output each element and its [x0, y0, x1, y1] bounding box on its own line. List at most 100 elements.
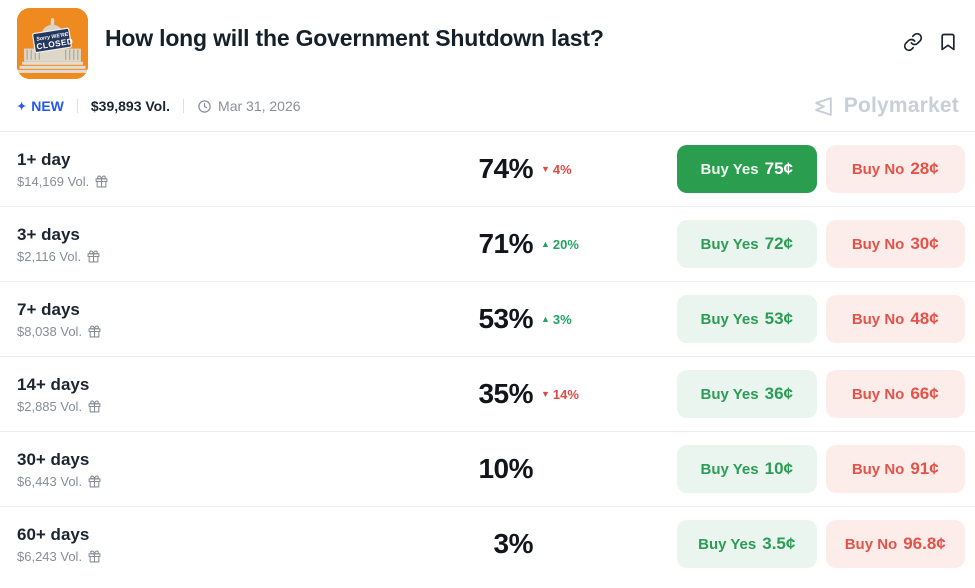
- buy-no-button[interactable]: Buy No 91¢: [825, 445, 965, 493]
- rewards-gift-icon[interactable]: [87, 250, 100, 263]
- change-arrow-icon: ▲: [541, 239, 550, 249]
- polymarket-logo-icon: [814, 96, 832, 116]
- outcome-volume: $2,885 Vol.: [17, 399, 375, 414]
- buy-no-label: Buy No: [851, 310, 905, 328]
- bookmark-icon[interactable]: [938, 32, 958, 52]
- no-price: 91¢: [910, 459, 939, 478]
- trade-buttons: Buy Yes 10¢ Buy No 91¢: [677, 445, 965, 493]
- trade-buttons: Buy Yes 75¢ Buy No 28¢: [677, 145, 965, 193]
- change-arrow-icon: ▼: [541, 164, 550, 174]
- outcome-volume-label: $14,169 Vol.: [17, 173, 90, 189]
- clock-icon: [198, 99, 211, 113]
- yes-price: 75¢: [764, 159, 793, 178]
- chance-percent: 71%: [478, 228, 533, 259]
- change-value: 20%: [552, 236, 579, 252]
- buy-no-label: Buy No: [851, 160, 905, 178]
- buy-no-button[interactable]: Buy No 48¢: [825, 295, 965, 343]
- chance-block: 35% ▼ 14%: [375, 378, 613, 410]
- chance-percent: 74%: [478, 153, 533, 184]
- outcome-info: 14+ days $2,885 Vol.: [17, 374, 375, 414]
- end-date-label: Mar 31, 2026: [218, 98, 301, 114]
- chance-percent: 10%: [478, 453, 533, 484]
- chance-block: 74% ▼ 4%: [375, 153, 613, 185]
- outcome-list: 1+ day $14,169 Vol. 74% ▼ 4% Buy Yes 75¢ B…: [0, 131, 975, 581]
- outcome-row[interactable]: 60+ days $6,243 Vol. 3% Buy Yes 3.5¢ Buy …: [0, 506, 975, 581]
- change-indicator: ▲ 20%: [533, 237, 613, 252]
- outcome-volume-label: $2,116 Vol.: [17, 248, 82, 264]
- buy-no-button[interactable]: Buy No 66¢: [825, 370, 965, 418]
- outcome-row[interactable]: 7+ days $8,038 Vol. 53% ▲ 3% Buy Yes 53¢ B…: [0, 281, 975, 356]
- outcome-row[interactable]: 30+ days $6,443 Vol. 10% Buy Yes 10¢ Buy …: [0, 431, 975, 506]
- divider: [76, 99, 78, 113]
- rewards-gift-icon[interactable]: [88, 475, 101, 488]
- yes-price: 72¢: [764, 234, 793, 253]
- chance-block: 3%: [375, 528, 613, 560]
- buy-yes-label: Buy Yes: [698, 535, 757, 553]
- buy-no-label: Buy No: [851, 235, 905, 253]
- change-value: 14%: [552, 386, 579, 402]
- no-price: 66¢: [910, 384, 939, 403]
- buy-yes-button[interactable]: Buy Yes 75¢: [677, 145, 817, 193]
- new-badge-label: NEW: [31, 98, 64, 114]
- no-price: 96.8¢: [903, 534, 946, 553]
- rewards-gift-icon[interactable]: [95, 175, 108, 188]
- buy-yes-button[interactable]: Buy Yes 53¢: [677, 295, 817, 343]
- outcome-row[interactable]: 1+ day $14,169 Vol. 74% ▼ 4% Buy Yes 75¢ B…: [0, 131, 975, 206]
- buy-yes-button[interactable]: Buy Yes 3.5¢: [677, 520, 817, 568]
- trade-buttons: Buy Yes 72¢ Buy No 30¢: [677, 220, 965, 268]
- yes-price: 3.5¢: [762, 534, 796, 553]
- chance-block: 53% ▲ 3%: [375, 303, 613, 335]
- rewards-gift-icon[interactable]: [88, 400, 101, 413]
- new-badge: ✦ NEW: [17, 98, 64, 114]
- chance-percent: 3%: [493, 528, 534, 559]
- outcome-info: 60+ days $6,243 Vol.: [17, 524, 375, 564]
- buy-no-button[interactable]: Buy No 30¢: [825, 220, 965, 268]
- buy-no-label: Buy No: [851, 460, 905, 478]
- buy-yes-button[interactable]: Buy Yes 10¢: [677, 445, 817, 493]
- buy-no-button[interactable]: Buy No 96.8¢: [825, 520, 965, 568]
- outcome-volume: $6,243 Vol.: [17, 549, 375, 564]
- copy-link-icon[interactable]: [903, 32, 923, 52]
- capitol-closed-illustration: Sorry WE'RE CLOSED: [17, 8, 88, 79]
- outcome-volume-label: $6,443 Vol.: [17, 473, 83, 489]
- buy-yes-label: Buy Yes: [700, 385, 759, 403]
- header-actions: [903, 32, 959, 52]
- page-title: How long will the Government Shutdown la…: [105, 25, 604, 51]
- outcome-label: 3+ days: [17, 225, 80, 245]
- end-date: Mar 31, 2026: [197, 98, 301, 114]
- trade-buttons: Buy Yes 3.5¢ Buy No 96.8¢: [677, 520, 965, 568]
- change-indicator: ▲ 3%: [533, 312, 613, 327]
- divider: [183, 99, 185, 113]
- outcome-row[interactable]: 3+ days $2,116 Vol. 71% ▲ 20% Buy Yes 72¢ …: [0, 206, 975, 281]
- buy-yes-button[interactable]: Buy Yes 36¢: [677, 370, 817, 418]
- no-price: 48¢: [910, 309, 939, 328]
- buy-yes-label: Buy Yes: [700, 160, 759, 178]
- outcome-info: 3+ days $2,116 Vol.: [17, 224, 375, 264]
- market-meta: ✦ NEW $39,893 Vol. Mar 31, 2026 Polymark…: [0, 94, 975, 118]
- sparkle-icon: ✦: [17, 100, 27, 113]
- buy-yes-button[interactable]: Buy Yes 72¢: [677, 220, 817, 268]
- outcome-volume: $14,169 Vol.: [17, 174, 375, 189]
- rewards-gift-icon[interactable]: [88, 550, 101, 563]
- buy-yes-label: Buy Yes: [700, 460, 759, 478]
- outcome-row[interactable]: 14+ days $2,885 Vol. 35% ▼ 14% Buy Yes 36¢…: [0, 356, 975, 431]
- rewards-gift-icon[interactable]: [88, 325, 101, 338]
- buy-no-label: Buy No: [844, 535, 898, 553]
- trade-buttons: Buy Yes 53¢ Buy No 48¢: [677, 295, 965, 343]
- outcome-label: 1+ day: [17, 150, 71, 170]
- no-price: 30¢: [910, 234, 939, 253]
- buy-yes-label: Buy Yes: [700, 235, 759, 253]
- buy-no-button[interactable]: Buy No 28¢: [825, 145, 965, 193]
- outcome-info: 7+ days $8,038 Vol.: [17, 299, 375, 339]
- yes-price: 53¢: [764, 309, 793, 328]
- outcome-info: 30+ days $6,443 Vol.: [17, 449, 375, 489]
- outcome-label: 14+ days: [17, 375, 90, 395]
- change-arrow-icon: ▲: [541, 314, 550, 324]
- outcome-label: 30+ days: [17, 450, 90, 470]
- yes-price: 36¢: [764, 384, 793, 403]
- meta-left: ✦ NEW $39,893 Vol. Mar 31, 2026: [17, 98, 301, 114]
- outcome-label: 7+ days: [17, 300, 80, 320]
- outcome-volume-label: $8,038 Vol.: [17, 323, 83, 339]
- sign-line1: Sorry WE'RE: [36, 32, 69, 43]
